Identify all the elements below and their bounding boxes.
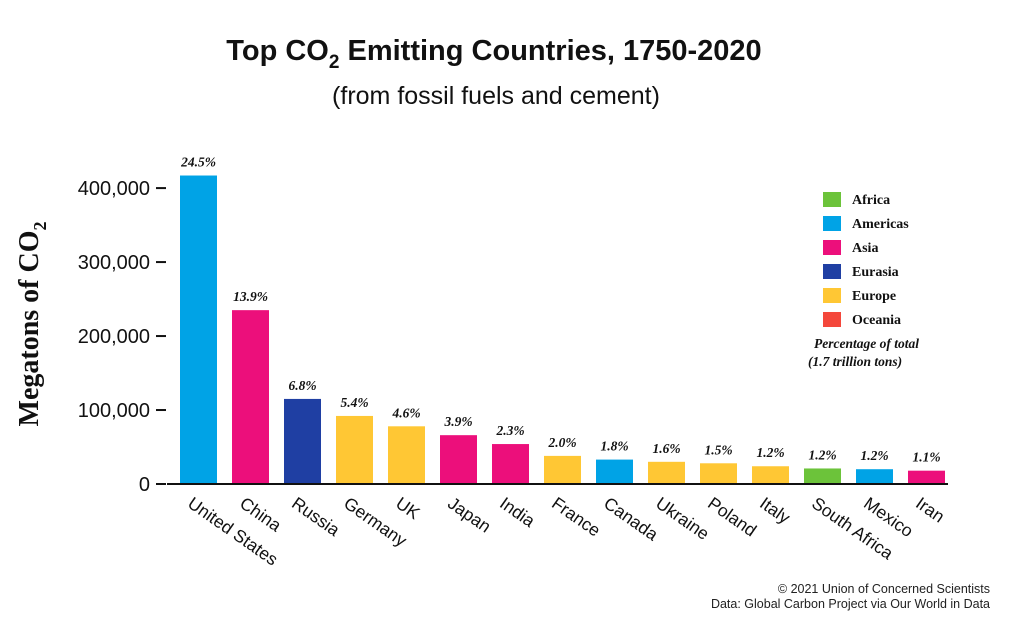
percent-label: 13.9%	[233, 289, 268, 304]
x-tick-label: UK	[392, 493, 424, 524]
y-tick-label: 200,000	[78, 326, 150, 348]
legend-swatch	[823, 192, 841, 207]
percent-label: 1.2%	[756, 445, 784, 460]
bar	[336, 415, 373, 484]
percent-label: 3.9%	[443, 414, 472, 429]
legend-label: Americas	[852, 217, 909, 232]
legend-label: Africa	[852, 193, 890, 208]
bars	[180, 175, 945, 484]
bar	[440, 435, 477, 484]
percent-label: 5.4%	[340, 395, 368, 410]
chart-subtitle: (from fossil fuels and cement)	[332, 82, 660, 110]
percent-label: 2.3%	[495, 423, 524, 438]
copyright-text: © 2021 Union of Concerned Scientists	[778, 582, 990, 596]
percent-labels: 24.5% 13.9% 6.8% 5.4% 4.6% 3.9% 2.3% 2.0% 1.8% 1.…	[180, 155, 941, 465]
x-tick-label: Canada	[600, 493, 662, 545]
legend-note-line1: Percentage of total	[814, 336, 919, 351]
bar	[492, 444, 529, 484]
bar	[908, 470, 945, 484]
percent-label: 6.8%	[288, 378, 316, 393]
x-tick-label: India	[496, 493, 539, 531]
legend-label: Asia	[852, 241, 878, 256]
legend-label: Eurasia	[852, 265, 899, 280]
chart-title: Top CO2 Emitting Countries, 1750-2020	[226, 35, 761, 73]
percent-label: 4.6%	[391, 405, 420, 420]
legend-swatch	[823, 288, 841, 303]
bar	[284, 398, 321, 484]
legend-note-line2: (1.7 trillion tons)	[808, 354, 902, 369]
legend-label: Europe	[852, 289, 896, 304]
source-text: Data: Global Carbon Project via Our Worl…	[711, 597, 990, 611]
bar	[804, 468, 841, 484]
x-tick-label: France	[548, 493, 604, 541]
bar	[648, 461, 685, 484]
percent-label: 1.2%	[860, 448, 888, 463]
x-tick-label: Russia	[288, 493, 344, 540]
bar	[856, 469, 893, 484]
bar	[388, 426, 425, 484]
bar	[596, 459, 633, 484]
x-tick-label: Poland	[704, 493, 760, 541]
percent-label: 24.5%	[180, 155, 216, 170]
x-tick-label: Italy	[756, 493, 794, 528]
x-tick-label: Ukraine	[652, 493, 713, 544]
bar	[544, 455, 581, 484]
legend-swatch	[823, 216, 841, 231]
y-tick-label: 400,000	[78, 178, 150, 200]
y-axis-label: Megatons of CO2	[14, 222, 50, 427]
y-tick-label: 100,000	[78, 400, 150, 422]
x-tick-label: United States	[184, 493, 282, 570]
legend-swatch	[823, 264, 841, 279]
legend-label: Oceania	[852, 313, 901, 328]
percent-label: 1.1%	[912, 450, 940, 465]
percent-label: 2.0%	[547, 435, 576, 450]
percent-label: 1.8%	[600, 439, 628, 454]
bar	[232, 310, 269, 484]
percent-label: 1.5%	[704, 442, 732, 457]
legend-swatch	[823, 312, 841, 327]
y-axis: 0 100,000 200,000 300,000 400,000	[78, 178, 166, 496]
x-tick-label: Iran	[912, 493, 948, 527]
bar	[180, 175, 217, 484]
x-tick-label: Japan	[444, 493, 495, 537]
legend: Africa Americas Asia Eurasia Europe Oceania	[823, 192, 909, 328]
y-tick-label: 0	[139, 474, 150, 496]
percent-label: 1.2%	[808, 447, 836, 462]
y-tick-label: 300,000	[78, 252, 150, 274]
bar	[700, 463, 737, 484]
percent-label: 1.6%	[652, 441, 680, 456]
legend-swatch	[823, 240, 841, 255]
bar	[752, 466, 789, 484]
